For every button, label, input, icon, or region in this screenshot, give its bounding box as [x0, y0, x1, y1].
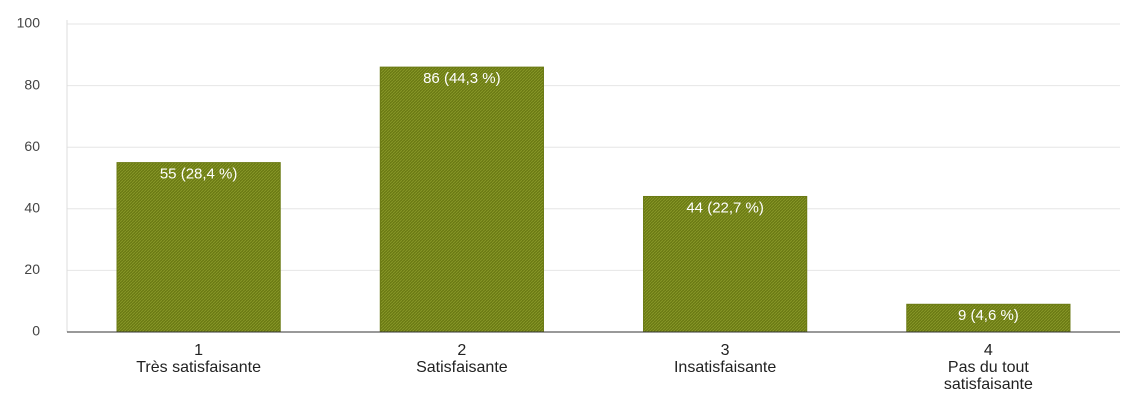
x-tick-label: 2 [457, 342, 467, 359]
x-category-label: Pas du tout satisfaisante [943, 359, 1033, 393]
y-tick-label: 0 [32, 323, 40, 339]
y-tick-label: 40 [24, 200, 40, 216]
x-tick-label: 1 [194, 342, 204, 359]
x-category-label: Très satisfaisante [136, 359, 262, 376]
y-tick-label: 60 [24, 138, 40, 154]
x-category-label: Insatisfaisante [673, 359, 777, 376]
y-tick-label: 20 [24, 261, 40, 277]
bar [379, 66, 544, 333]
bar [116, 162, 281, 333]
bar [643, 195, 808, 333]
y-tick-label: 80 [24, 76, 40, 92]
x-category-label: Satisfaisante [416, 359, 508, 376]
data-label: 55 (28,4 %) [160, 166, 238, 183]
y-tick-label: 100 [17, 15, 41, 31]
x-tick-label: 4 [983, 342, 993, 359]
data-label: 86 (44,3 %) [423, 70, 501, 87]
data-label: 9 (4,6 %) [958, 307, 1019, 324]
data-label: 44 (22,7 %) [686, 199, 764, 216]
x-tick-label: 3 [720, 342, 730, 359]
